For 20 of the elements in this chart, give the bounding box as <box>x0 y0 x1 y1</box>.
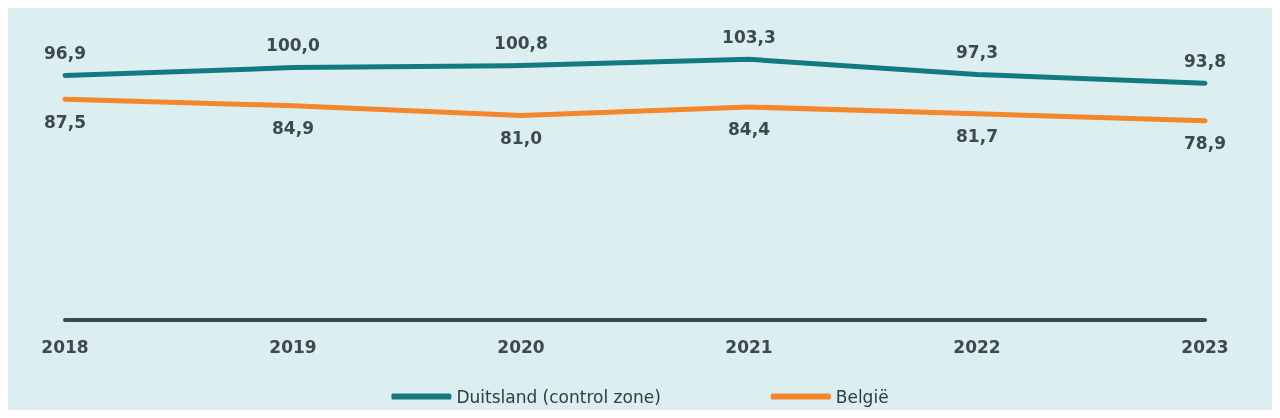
data-label: 84,9 <box>272 118 314 139</box>
data-label: 103,3 <box>722 26 776 47</box>
data-label: 81,0 <box>500 128 543 149</box>
data-label: 93,8 <box>1184 50 1226 71</box>
x-tick-label: 2018 <box>41 336 89 357</box>
data-label: 100,0 <box>266 35 321 56</box>
x-tick-label: 2019 <box>269 336 317 357</box>
data-label: 87,5 <box>44 111 86 132</box>
x-tick-label: 2020 <box>497 336 545 357</box>
legend-label: België <box>835 386 889 407</box>
data-label: 100,8 <box>494 33 548 54</box>
data-label: 96,9 <box>44 42 86 63</box>
x-tick-label: 2021 <box>725 336 773 357</box>
data-label: 97,3 <box>956 41 998 62</box>
data-label: 81,7 <box>956 126 998 147</box>
x-tick-label: 2023 <box>1181 336 1229 357</box>
data-label: 78,9 <box>1184 133 1226 154</box>
legend-label: Duitsland (control zone) <box>456 386 661 407</box>
data-label: 84,4 <box>728 119 771 140</box>
x-tick-label: 2022 <box>953 336 1001 357</box>
